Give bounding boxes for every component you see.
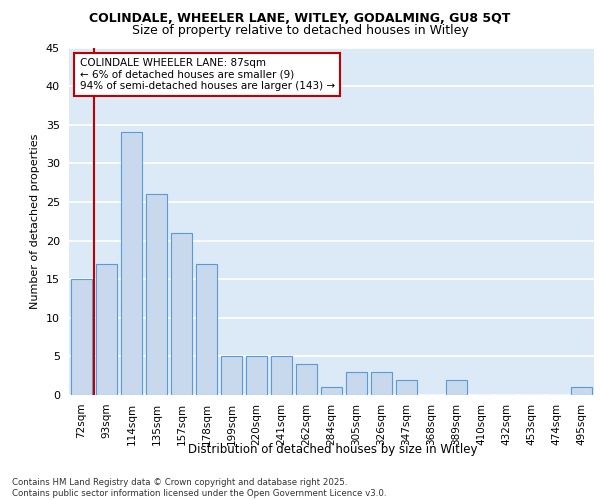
Text: Distribution of detached houses by size in Witley: Distribution of detached houses by size … [188,442,478,456]
Bar [446,380,467,395]
Bar [371,372,392,395]
Bar [321,388,342,395]
Bar [146,194,167,395]
Bar [121,132,142,395]
Bar [346,372,367,395]
Text: Size of property relative to detached houses in Witley: Size of property relative to detached ho… [131,24,469,37]
Bar [196,264,217,395]
Bar [271,356,292,395]
Text: COLINDALE WHEELER LANE: 87sqm
← 6% of detached houses are smaller (9)
94% of sem: COLINDALE WHEELER LANE: 87sqm ← 6% of de… [79,58,335,91]
Y-axis label: Number of detached properties: Number of detached properties [30,134,40,309]
Text: Contains HM Land Registry data © Crown copyright and database right 2025.
Contai: Contains HM Land Registry data © Crown c… [12,478,386,498]
Bar [71,279,92,395]
Bar [171,233,192,395]
Bar [571,388,592,395]
Bar [221,356,242,395]
Bar [96,264,117,395]
Bar [396,380,417,395]
Bar [296,364,317,395]
Text: COLINDALE, WHEELER LANE, WITLEY, GODALMING, GU8 5QT: COLINDALE, WHEELER LANE, WITLEY, GODALMI… [89,12,511,26]
Bar [246,356,267,395]
